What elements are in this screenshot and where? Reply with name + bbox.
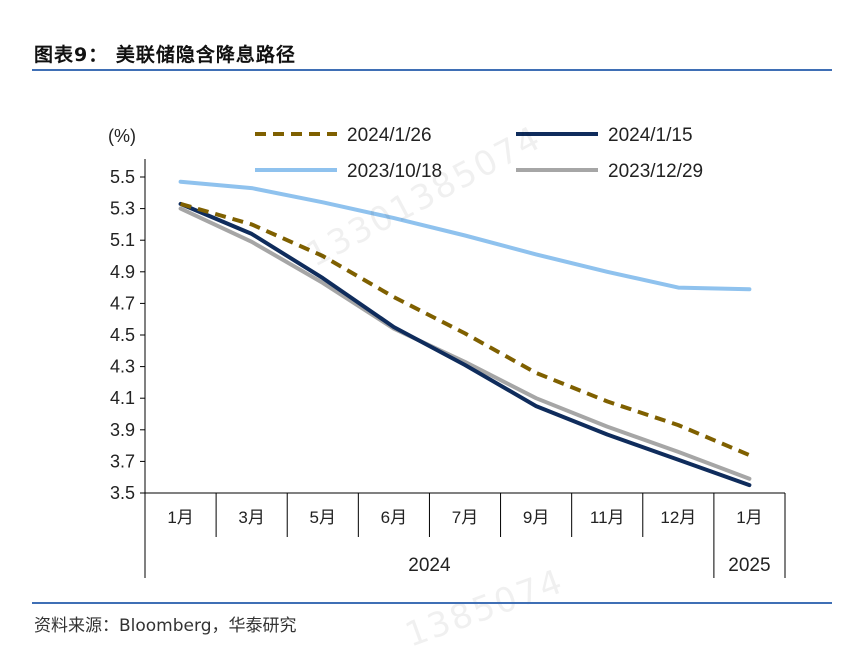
- x-tick-label: 9月: [523, 508, 549, 527]
- x-tick-label: 11月: [590, 508, 625, 527]
- legend-label: 2024/1/26: [347, 125, 432, 146]
- y-tick-label: 5.5: [110, 167, 135, 187]
- y-tick-label: 4.3: [110, 357, 135, 377]
- y-tick-label: 3.9: [110, 420, 135, 440]
- legend: 2024/1/26 2024/1/15 2023/10/18 2023/12/29: [255, 125, 703, 182]
- axes-layer: 5.5 5.3 5.1 4.9 4.7 4.5 4.3 4.1 3.9 3.7 3.5 (%) 1月 3月…: [108, 126, 786, 578]
- year-label: 2025: [728, 555, 770, 576]
- y-tick-label: 4.9: [110, 262, 135, 282]
- series-line-2024-1-15: [178, 201, 752, 488]
- y-tick-label: 4.1: [110, 388, 135, 408]
- source-rule: [32, 602, 832, 604]
- y-tick-label: 3.5: [110, 483, 135, 503]
- series-line-2024-1-26: [180, 201, 751, 457]
- y-tick-label: 4.7: [110, 293, 135, 313]
- x-tick-label: 1月: [167, 508, 193, 527]
- y-tick-label: 5.3: [110, 199, 135, 219]
- series-layer: [178, 179, 752, 488]
- x-tick-label: 5月: [310, 508, 336, 527]
- series-line-2023-10-18: [178, 179, 752, 292]
- figure-title: 图表9： 美联储隐含降息路径: [34, 44, 296, 66]
- x-tick-label: 3月: [238, 508, 264, 527]
- y-tick-label: 4.5: [110, 325, 135, 345]
- x-tick-label: 6月: [381, 508, 407, 527]
- y-tick-label: 3.7: [110, 451, 135, 471]
- title-rule: [32, 69, 832, 71]
- legend-label: 2023/10/18: [347, 161, 442, 182]
- year-label: 2024: [408, 555, 451, 576]
- series-line-2023-12-29: [178, 206, 752, 481]
- y-tick-label: 5.1: [110, 230, 135, 250]
- x-tick-label: 1月: [736, 508, 762, 527]
- legend-label: 2024/1/15: [608, 125, 693, 146]
- x-tick-label: 12月: [660, 508, 696, 527]
- y-axis-label: (%): [108, 126, 136, 146]
- source-note: 资料来源：Bloomberg，华泰研究: [34, 616, 297, 636]
- x-tick-label: 7月: [452, 508, 478, 527]
- legend-label: 2023/12/29: [608, 161, 703, 182]
